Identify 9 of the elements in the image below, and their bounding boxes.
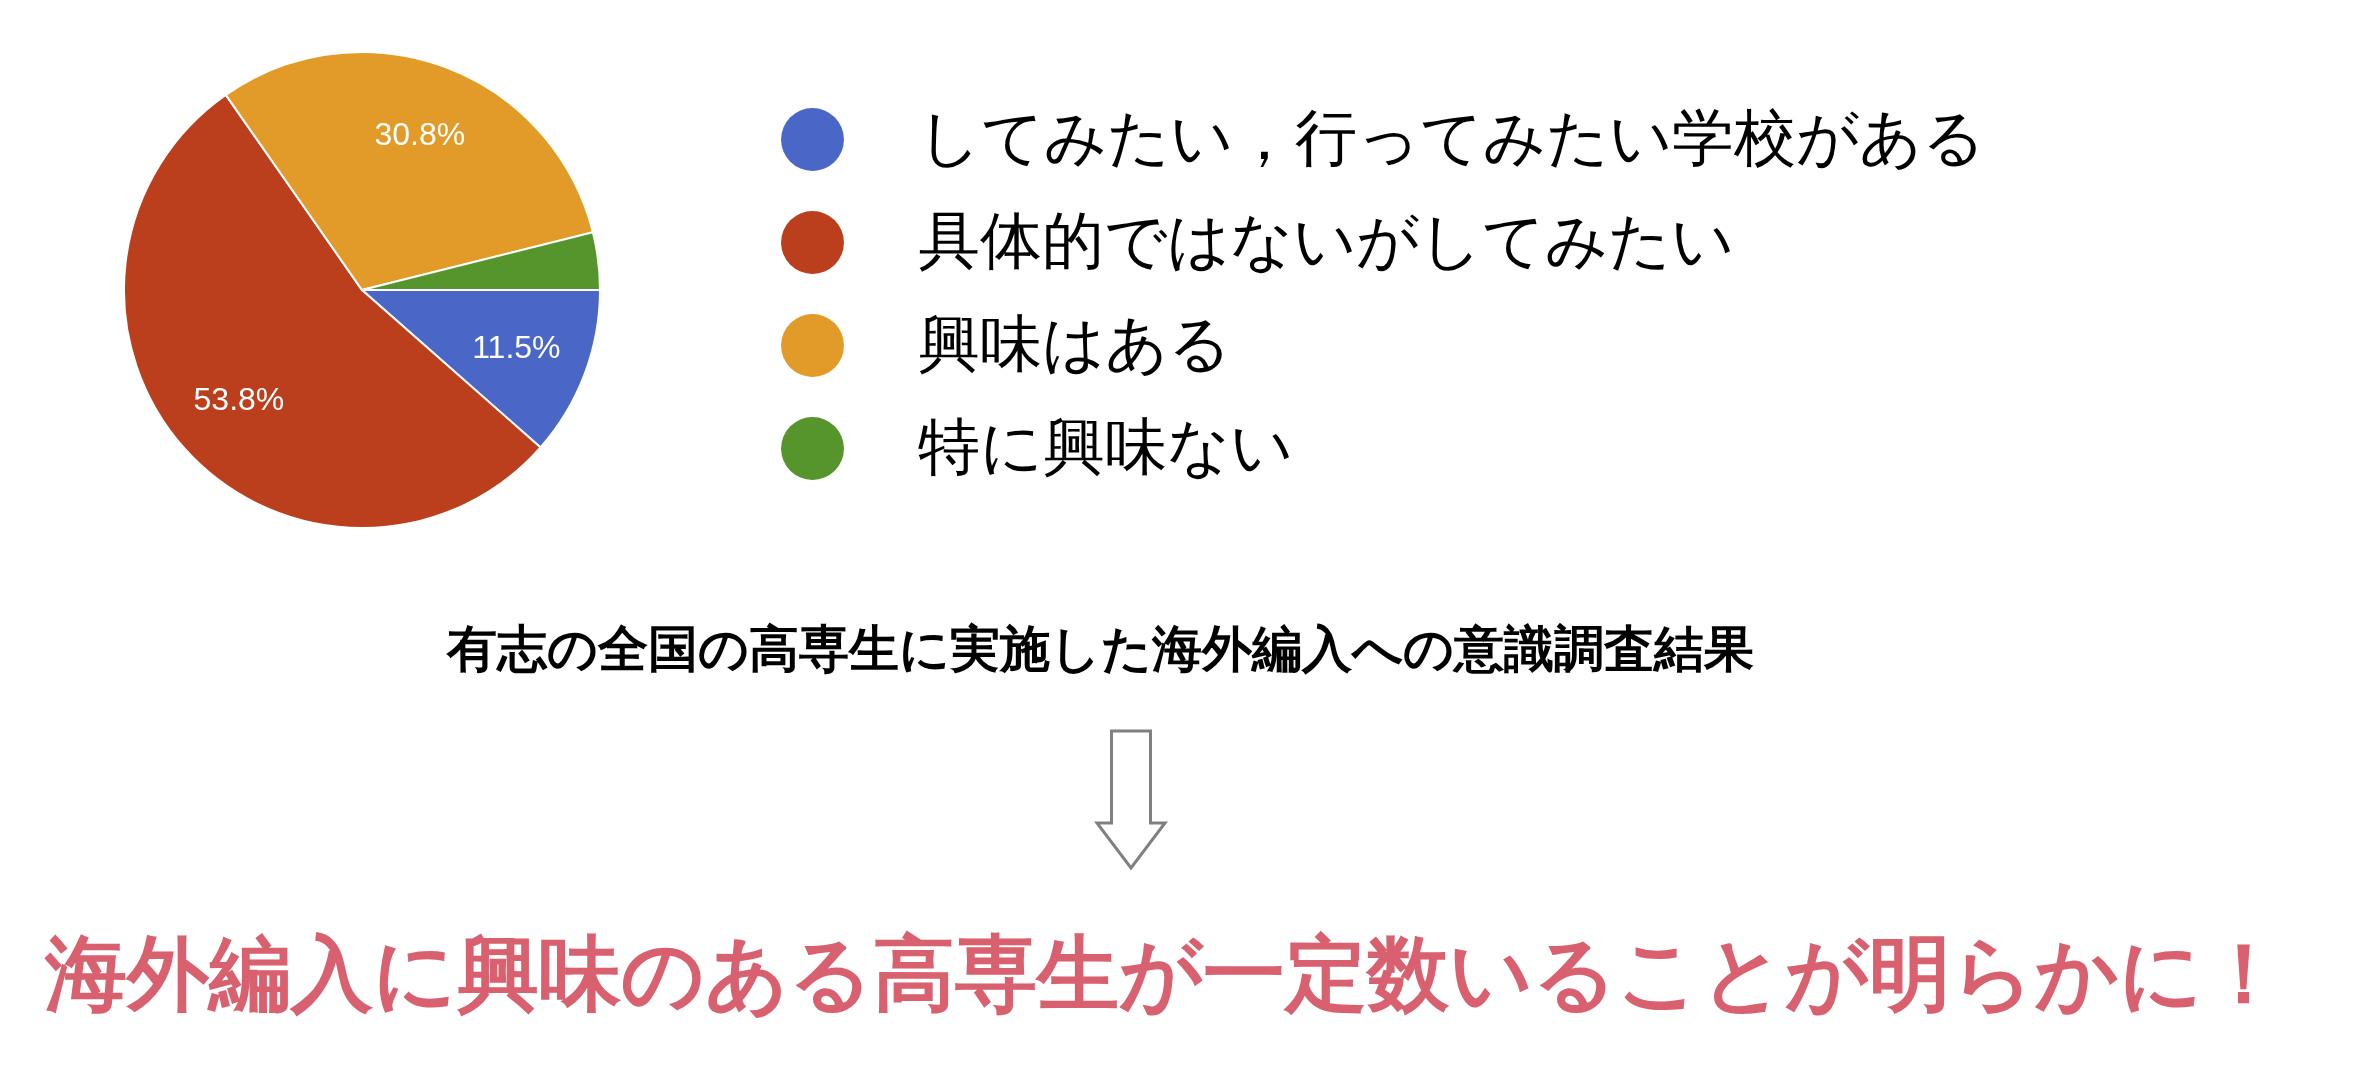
legend-label: 具体的ではないがしてみたい	[918, 203, 1734, 277]
legend-label: 特に興味ない	[918, 409, 1293, 483]
data-label: 30.8%	[374, 116, 466, 153]
data-label: 11.5%	[472, 329, 561, 366]
legend-label: してみたい，行ってみたい学校がある	[918, 100, 1985, 174]
legend-label: 興味はある	[918, 306, 1231, 380]
text: 海外編入に興味のある高専生が一定数いることが明らかに！	[44, 926, 2285, 1021]
text: 有志の全国の高専生に実施した海外編入への意識調査結果	[445, 620, 1754, 678]
data-label: 53.8%	[193, 380, 285, 417]
